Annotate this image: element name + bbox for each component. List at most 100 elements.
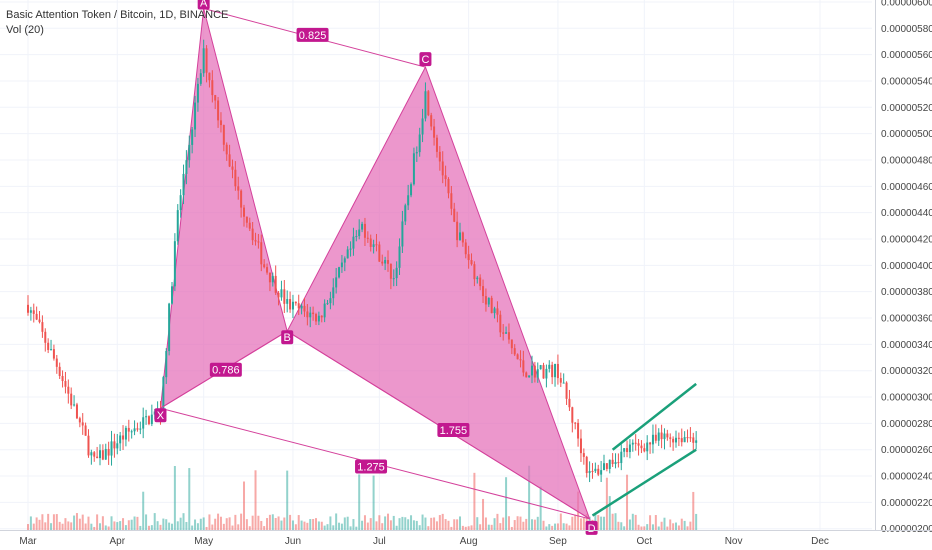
candle-body xyxy=(415,152,418,154)
volume-bar xyxy=(435,521,438,530)
price-tick: 0.00000240 xyxy=(881,472,932,483)
candle-body xyxy=(542,365,545,379)
candle-body xyxy=(620,451,623,464)
candle-body xyxy=(453,208,456,222)
ratio-label-bg xyxy=(355,459,388,474)
candle-body xyxy=(326,303,329,305)
volume-bar xyxy=(176,521,179,530)
candle-body xyxy=(464,242,467,255)
volume-bar xyxy=(407,519,410,530)
volume-bar xyxy=(84,523,87,530)
time-tick: Apr xyxy=(109,536,125,547)
candle-body xyxy=(643,448,646,452)
candle-body xyxy=(73,404,76,406)
candle-body xyxy=(38,319,41,323)
candle-body xyxy=(617,462,620,464)
volume-bar xyxy=(651,524,654,530)
volume-bar xyxy=(398,518,401,530)
candle-body xyxy=(430,115,433,127)
volume-bar xyxy=(505,477,508,530)
candle-body xyxy=(551,364,554,378)
candle-body xyxy=(657,432,660,441)
volume-bar xyxy=(208,514,211,530)
volume-bar xyxy=(168,522,171,530)
volume-bar xyxy=(237,524,240,530)
candle-body xyxy=(165,351,168,378)
price-tick: 0.00000380 xyxy=(881,287,932,298)
candle-body xyxy=(268,272,271,283)
candle-body xyxy=(29,310,32,313)
volume-bar xyxy=(531,519,533,530)
candle-body xyxy=(418,134,421,153)
candle-body xyxy=(438,151,441,162)
volume-bar xyxy=(597,515,600,530)
volume-bar xyxy=(340,523,343,530)
volume-bar xyxy=(548,524,551,530)
price-tick: 0.00000360 xyxy=(881,314,932,325)
candle-body xyxy=(191,129,194,145)
price-tick: 0.00000420 xyxy=(881,235,932,246)
volume-bar xyxy=(476,517,479,530)
candle-body xyxy=(254,240,257,242)
candle-body xyxy=(248,222,251,229)
volume-bar xyxy=(294,524,297,530)
volume-bar xyxy=(502,517,505,530)
volume-bar xyxy=(562,523,565,530)
candle-body xyxy=(205,48,208,73)
candle-body xyxy=(358,229,361,237)
candle-body xyxy=(395,267,398,279)
volume-bar xyxy=(424,517,427,530)
candle-body xyxy=(44,331,47,343)
volume-bar xyxy=(464,526,467,530)
volume-bar xyxy=(473,472,476,530)
volume-bar xyxy=(363,515,366,530)
candle-body xyxy=(533,365,536,378)
candle-body xyxy=(338,267,341,278)
candle-body xyxy=(312,312,315,315)
volume-bar xyxy=(551,525,554,530)
volume-bar xyxy=(646,524,649,530)
candle-body xyxy=(384,260,387,264)
candle-body xyxy=(237,186,240,191)
candle-body xyxy=(695,440,698,443)
candle-body xyxy=(280,289,283,298)
volume-bar xyxy=(38,519,41,530)
candle-body xyxy=(574,422,577,424)
candle-body xyxy=(548,364,551,369)
candle-body xyxy=(579,438,582,454)
volume-bar xyxy=(643,526,646,530)
candle-body xyxy=(196,83,199,103)
volume-bar xyxy=(27,524,29,530)
candle-body xyxy=(202,48,205,74)
candle-body xyxy=(130,431,133,433)
volume-bar xyxy=(556,523,559,530)
candle-body xyxy=(522,360,525,373)
candle-body xyxy=(320,315,323,318)
candle-body xyxy=(375,244,378,246)
candle-body xyxy=(116,443,119,449)
candle-body xyxy=(67,386,70,394)
volume-bar xyxy=(113,521,116,530)
volume-bar xyxy=(228,517,231,530)
candle-body xyxy=(421,118,424,135)
volume-bar xyxy=(689,521,692,530)
volume-bar xyxy=(147,525,150,530)
point-label-bg xyxy=(197,0,210,10)
volume-bar xyxy=(672,523,675,530)
candle-body xyxy=(90,452,93,456)
candle-body xyxy=(640,445,643,449)
candle-body xyxy=(398,246,401,268)
volume-bar xyxy=(104,525,107,530)
volume-bar xyxy=(349,526,352,530)
candle-body xyxy=(119,435,122,444)
volume-bar xyxy=(559,513,562,530)
volume-bar xyxy=(150,525,153,530)
volume-bar xyxy=(211,524,214,530)
price-tick: 0.00000300 xyxy=(881,393,932,404)
volume-bar xyxy=(444,519,447,530)
pattern-triangle xyxy=(159,8,288,410)
candle-body xyxy=(315,314,317,322)
volume-bar xyxy=(50,523,53,530)
